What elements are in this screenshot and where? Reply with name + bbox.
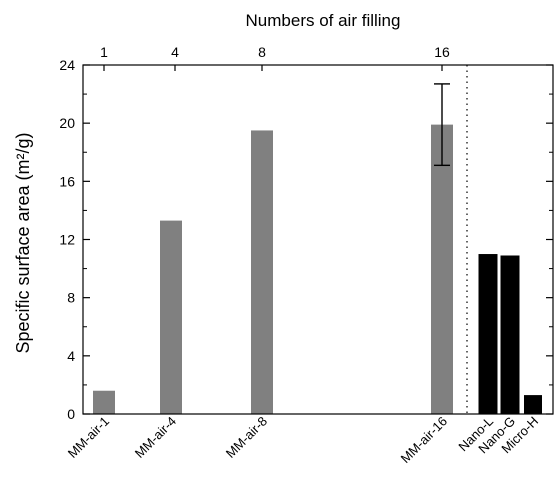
y-tick-label: 24 bbox=[59, 57, 75, 73]
category-label: MM-air-16 bbox=[398, 414, 450, 466]
top-tick-label: 1 bbox=[100, 44, 108, 60]
top-axis-label: Numbers of air filling bbox=[246, 11, 401, 30]
bar-nano-l bbox=[478, 254, 498, 414]
bar-mm-air-8 bbox=[251, 130, 273, 414]
plot-frame bbox=[82, 64, 554, 415]
y-tick-label: 0 bbox=[67, 406, 75, 422]
category-label: MM-air-4 bbox=[132, 414, 179, 461]
top-tick-label: 16 bbox=[434, 44, 450, 60]
y-tick-label: 8 bbox=[67, 290, 75, 306]
y-tick-label: 16 bbox=[59, 173, 75, 189]
bar-mm-air-4 bbox=[160, 220, 182, 414]
y-tick-label: 4 bbox=[67, 348, 75, 364]
bars bbox=[93, 83, 542, 414]
y-tick-label: 20 bbox=[59, 115, 75, 131]
top-tick-label: 4 bbox=[171, 44, 179, 60]
top-tick-label: 8 bbox=[258, 44, 266, 60]
bar-nano-g bbox=[500, 255, 520, 414]
bar-mm-air-16 bbox=[431, 124, 453, 414]
y-tick-label: 12 bbox=[59, 232, 75, 248]
bar-mm-air-1 bbox=[93, 390, 115, 414]
bar-micro-h bbox=[524, 395, 542, 414]
y-axis-label: Specific surface area (m²/g) bbox=[13, 132, 33, 353]
category-label: MM-air-8 bbox=[223, 414, 270, 461]
